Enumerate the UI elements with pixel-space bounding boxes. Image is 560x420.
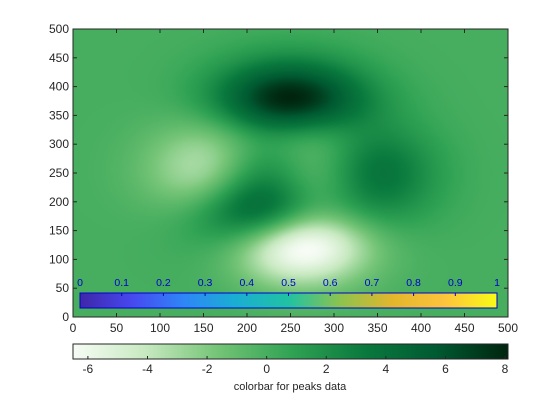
y-tick-label: 300 [49, 137, 69, 151]
inner-colorbar-tick-label: 0.3 [198, 277, 213, 289]
inner-colorbar-tick-label: 0.1 [114, 277, 129, 289]
inner-colorbar-tick-label: 0.4 [239, 277, 254, 289]
inner-colorbar-tick-label: 0.7 [365, 277, 380, 289]
inner-colorbar-tick-label: 0.2 [156, 277, 171, 289]
outer-colorbar-bar [72, 343, 509, 360]
x-tick-label: 50 [110, 321, 124, 335]
y-tick-label: 250 [49, 166, 69, 180]
outer-colorbar-tick-label: 0 [263, 362, 270, 376]
y-tick-label: 100 [49, 252, 69, 266]
inner-colorbar: 0 0.1 0.2 0.3 0.4 0.5 0.6 0.7 0.8 0.9 1 [77, 277, 500, 309]
outer-colorbar-tick-label: -6 [83, 362, 94, 376]
x-tick-label: 350 [367, 321, 387, 335]
outer-colorbar-tick-label: 4 [382, 362, 389, 376]
y-tick-label: 400 [49, 80, 69, 94]
inner-colorbar-tick-label: 0.9 [448, 277, 463, 289]
x-tick-label: 100 [150, 321, 170, 335]
x-tick-label: 150 [193, 321, 213, 335]
x-tick-label: 500 [498, 321, 518, 335]
inner-colorbar-tick-label: 1 [494, 277, 500, 289]
y-tick-label: 50 [56, 281, 70, 295]
outer-colorbar-tick-label: -2 [202, 362, 213, 376]
y-tick-label: 0 [62, 310, 69, 324]
x-tick-label: 250 [280, 321, 300, 335]
colorbar-caption: colorbar for peaks data [234, 381, 347, 393]
outer-colorbar-tick-label: 2 [323, 362, 330, 376]
y-tick-label: 450 [49, 51, 69, 65]
x-tick-label: 300 [324, 321, 344, 335]
x-axis: 0 50 100 150 200 250 300 350 400 450 500 [70, 29, 518, 335]
inner-colorbar-tick-label: 0.5 [281, 277, 296, 289]
y-axis: 0 50 100 150 200 250 300 350 400 450 500 [49, 22, 508, 324]
x-tick-label: 400 [411, 321, 431, 335]
y-tick-label: 500 [49, 22, 69, 36]
heatmap-plot [73, 29, 508, 317]
outer-colorbar-tick-label: 6 [442, 362, 449, 376]
outer-colorbar-ticks: -6 -4 -2 0 2 4 6 8 [83, 356, 509, 376]
outer-colorbar-tick-label: -4 [142, 362, 153, 376]
inner-colorbar-tick-label: 0.8 [406, 277, 421, 289]
outer-colorbar: -6 -4 -2 0 2 4 6 8 colorbar for peaks data [72, 343, 509, 393]
inner-colorbar-tick-label: 0 [77, 277, 83, 289]
inner-colorbar-ticks: 0 0.1 0.2 0.3 0.4 0.5 0.6 0.7 0.8 0.9 1 [77, 277, 500, 296]
x-tick-label: 0 [70, 321, 77, 335]
y-tick-label: 150 [49, 224, 69, 238]
y-tick-label: 350 [49, 108, 69, 122]
y-tick-label: 200 [49, 195, 69, 209]
inner-colorbar-tick-label: 0.6 [323, 277, 338, 289]
outer-colorbar-tick-label: 8 [502, 362, 509, 376]
x-tick-label: 200 [237, 321, 257, 335]
heatmap-surface [73, 29, 508, 317]
x-tick-label: 450 [454, 321, 474, 335]
